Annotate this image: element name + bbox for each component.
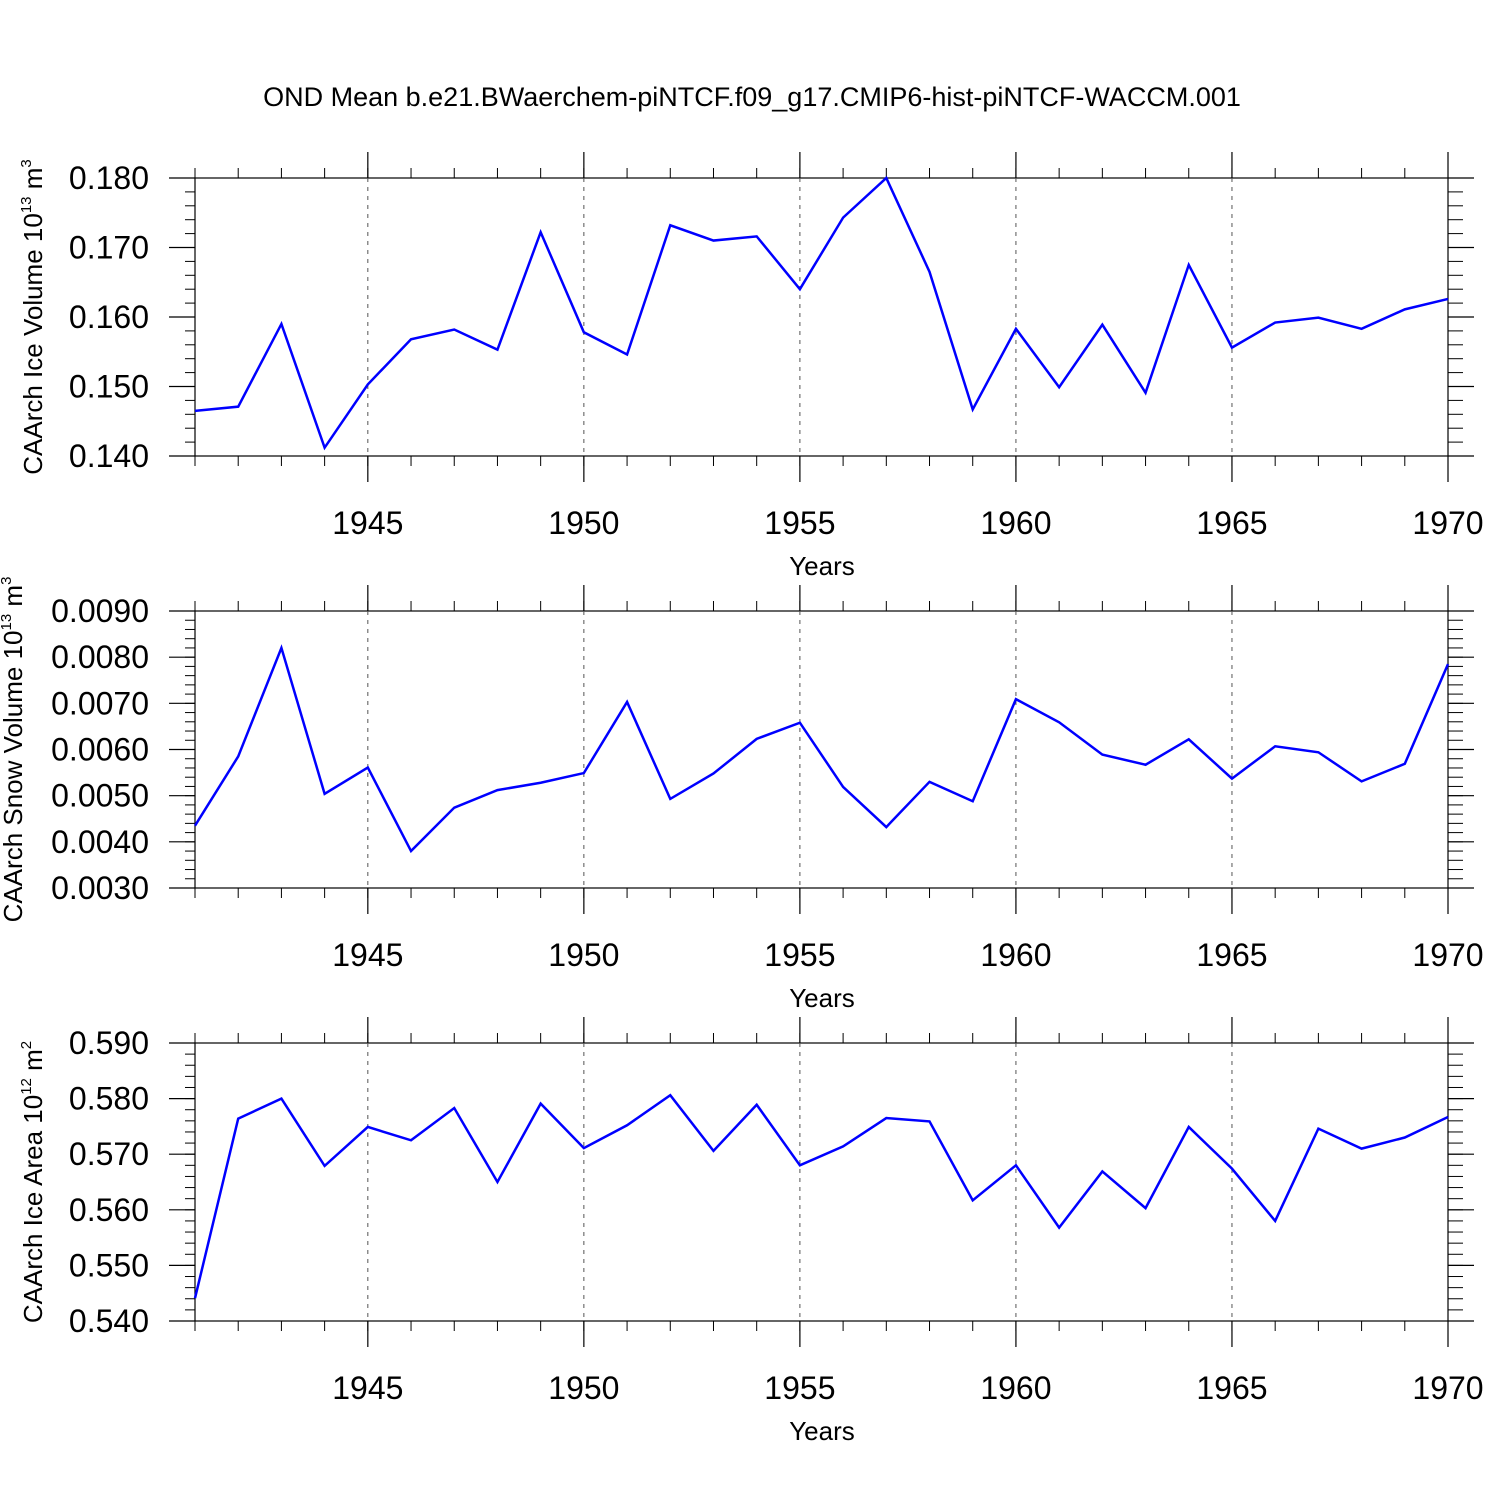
x-tick-label: 1960 (980, 1370, 1051, 1406)
y-axis-title-text: CAArch Snow Volume 10 (0, 630, 28, 922)
plot-frame (194, 177, 1449, 457)
x-tick-label: 1955 (764, 937, 835, 973)
series-line (193, 644, 1450, 854)
x-tick-label: 1945 (332, 937, 403, 973)
plot-frame (194, 1042, 1449, 1322)
y-tick-label: 0.150 (69, 369, 149, 405)
series-line (193, 1093, 1449, 1299)
y-tick-label: 0.0060 (51, 732, 149, 768)
y-axis-title-superscript: 2 (18, 1041, 35, 1049)
y-tick-label: 0.0080 (51, 639, 149, 675)
y-axis-title-text: m (18, 168, 48, 197)
y-tick-label: 0.180 (69, 160, 149, 196)
x-axis-title: Years (789, 983, 855, 1013)
x-tick-label: 1945 (332, 505, 403, 541)
y-axis-title-text: CAArch Ice Area 10 (18, 1095, 48, 1323)
chart-panel-3: 1945 1950 1955 1960 1965 1970 0.540 0.550 0.560 0… (18, 1017, 1484, 1446)
x-tick-label: 1955 (764, 1370, 835, 1406)
y-axis-title-text: m (0, 585, 28, 614)
y-tick-label: 0.550 (69, 1247, 149, 1283)
y-tick-label: 0.160 (69, 299, 149, 335)
x-tick-label: 1950 (548, 937, 619, 973)
y-tick-label: 0.140 (69, 438, 149, 474)
y-axis-title: CAArch Snow Volume 1013 m3 (0, 577, 28, 923)
series-line (194, 175, 1449, 451)
y-axis-title: CAArch Ice Volume 1013 m3 (18, 159, 48, 475)
y-tick-label: 0.570 (69, 1136, 149, 1172)
x-tick-label: 1945 (332, 1370, 403, 1406)
y-axis-title-superscript: 3 (18, 159, 35, 167)
y-tick-label: 0.0030 (51, 870, 149, 906)
x-tick-label: 1960 (980, 937, 1051, 973)
x-tick-label: 1955 (764, 505, 835, 541)
y-tick-label: 0.0090 (51, 593, 149, 629)
y-tick-label: 0.580 (69, 1081, 149, 1117)
y-tick-label: 0.560 (69, 1192, 149, 1228)
y-tick-label: 0.0070 (51, 685, 149, 721)
plot-frame (194, 610, 1449, 889)
x-tick-label: 1950 (548, 1370, 619, 1406)
figure-title: OND Mean b.e21.BWaerchem-piNTCF.f09_g17.… (263, 82, 1241, 112)
x-tick-label: 1950 (548, 505, 619, 541)
y-tick-label: 0.170 (69, 230, 149, 266)
y-axis-title-text: CAArch Ice Volume 10 (18, 213, 48, 475)
y-tick-label: 0.0050 (51, 778, 149, 814)
x-tick-label: 1965 (1196, 937, 1267, 973)
x-tick-label: 1965 (1196, 505, 1267, 541)
y-axis-title-superscript: 13 (0, 614, 15, 631)
x-tick-label: 1970 (1412, 937, 1483, 973)
y-axis-title-superscript: 13 (18, 196, 35, 213)
chart-panel-1: 1945 1950 1955 1960 1965 1970 0.140 0.150 0.160 0… (18, 152, 1484, 581)
y-axis-title-superscript: 12 (18, 1078, 35, 1095)
y-axis-title-superscript: 3 (0, 577, 15, 585)
y-axis-title: CAArch Ice Area 1012 m2 (18, 1041, 48, 1323)
y-tick-label: 0.590 (69, 1025, 149, 1061)
chart-panel-2: 1945 1950 1955 1960 1965 1970 0.0030 0.0040 0.00… (0, 577, 1484, 1013)
x-tick-label: 1970 (1412, 1370, 1483, 1406)
x-tick-label: 1960 (980, 505, 1051, 541)
x-tick-label: 1965 (1196, 1370, 1267, 1406)
x-axis-title: Years (789, 1416, 855, 1446)
x-tick-label: 1970 (1412, 505, 1483, 541)
y-tick-label: 0.540 (69, 1303, 149, 1339)
y-tick-label: 0.0040 (51, 824, 149, 860)
x-axis-title: Years (789, 551, 855, 581)
y-axis-title-text: m (18, 1049, 48, 1078)
